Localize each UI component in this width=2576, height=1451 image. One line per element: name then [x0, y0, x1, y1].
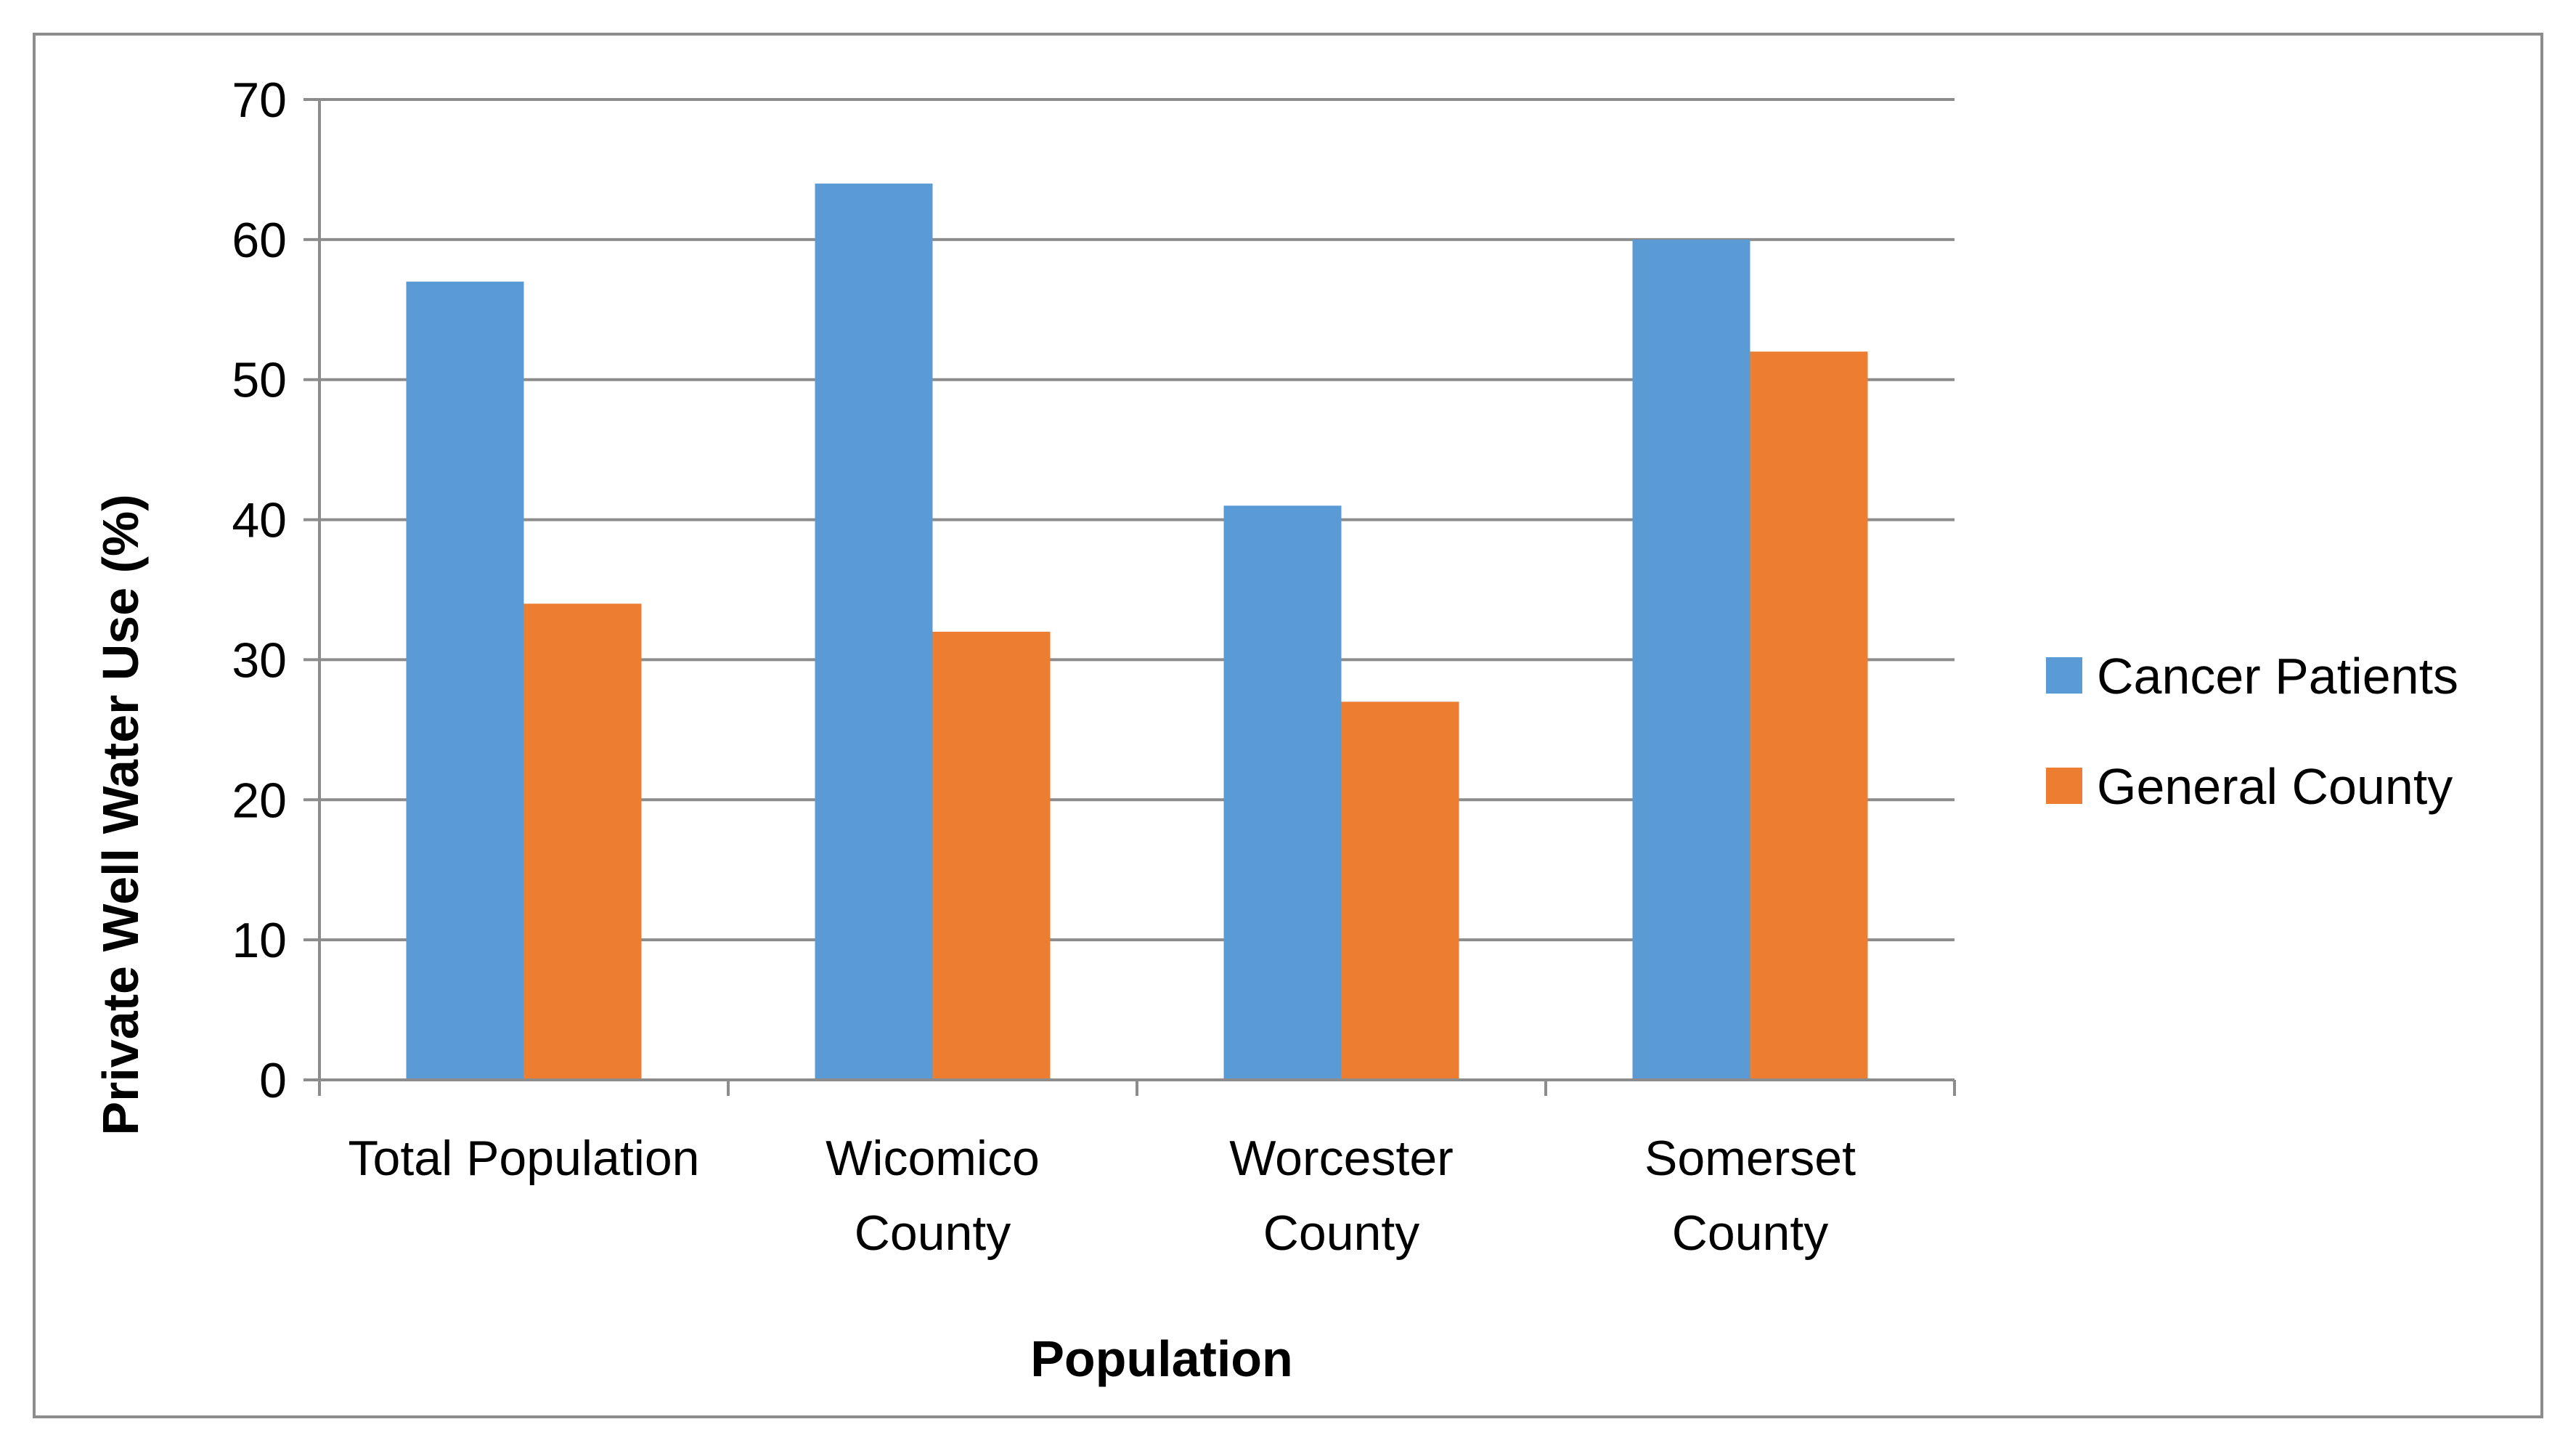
x-tick-label-1-line-1: County [855, 1206, 1011, 1261]
y-tick-label-60: 60 [232, 213, 287, 268]
bar-general-county-0 [523, 603, 642, 1080]
bar-general-county-2 [1341, 702, 1459, 1080]
y-tick-label-0: 0 [259, 1053, 287, 1108]
y-tick-label-20: 20 [232, 773, 287, 828]
y-tick-labels: 0 10 20 30 40 50 60 70 [232, 73, 287, 1108]
bar-cancer-patients-3 [1632, 239, 1750, 1080]
legend-swatch-cancer-patients [2046, 657, 2082, 694]
legend-label-general-county: General County [2097, 758, 2453, 815]
x-tick-label-2-line-1: County [1263, 1206, 1419, 1261]
x-tick-label-3-line-1: County [1672, 1206, 1828, 1261]
x-tick-label-2-line-0: Worcester [1229, 1131, 1454, 1186]
y-tick-label-70: 70 [232, 73, 287, 128]
y-axis-title: Private Well Water Use (%) [92, 494, 149, 1135]
bar-cancer-patients-0 [406, 281, 524, 1080]
x-axis-title: Population [1030, 1330, 1293, 1387]
x-tick-label-3-line-0: Somerset [1644, 1131, 1856, 1186]
y-tick-label-50: 50 [232, 353, 287, 408]
y-tick-label-40: 40 [232, 493, 287, 548]
bar-cancer-patients-2 [1223, 505, 1342, 1080]
y-tick-label-30: 30 [232, 633, 287, 688]
x-tick-label-0-line-0: Total Population [349, 1131, 700, 1186]
bar-cancer-patients-1 [815, 183, 933, 1081]
legend-label-cancer-patients: Cancer Patients [2097, 648, 2458, 704]
legend: Cancer Patients General County [2046, 648, 2458, 815]
bar-general-county-1 [932, 631, 1051, 1080]
y-tick-label-10: 10 [232, 913, 287, 968]
x-tick-label-1-line-0: Wicomico [826, 1131, 1040, 1186]
axes [303, 98, 1956, 1096]
bar-general-county-3 [1750, 351, 1868, 1081]
legend-swatch-general-county [2046, 768, 2082, 804]
x-tick-labels: Total Population Wicomico County Worcester C… [349, 1131, 1856, 1261]
bars [406, 183, 1868, 1081]
